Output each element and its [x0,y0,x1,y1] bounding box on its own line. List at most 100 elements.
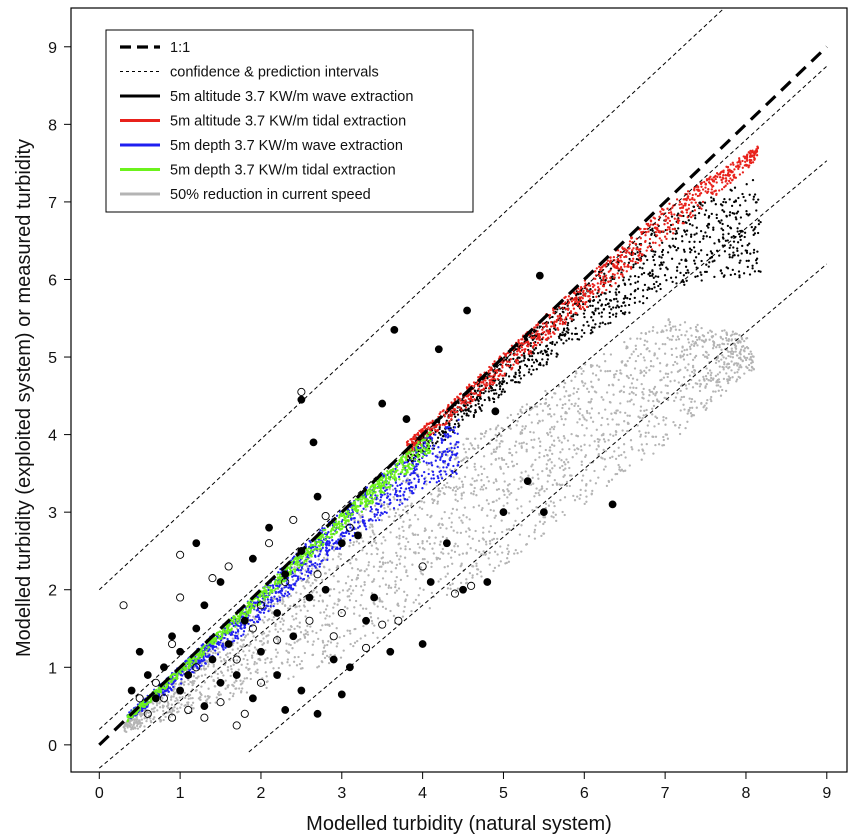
band-point [755,154,759,157]
band-point [566,323,569,327]
band-point [327,623,331,626]
band-point [391,488,395,491]
band-point [447,485,450,489]
band-point [748,213,751,216]
band-point [491,500,494,504]
band-point [586,387,589,390]
band-point [407,540,410,544]
band-point [321,600,325,603]
band-point [736,210,740,213]
band-point [409,491,412,494]
band-point [732,176,736,179]
band-point [656,228,659,231]
band-point [750,352,753,356]
band-point [646,246,649,249]
band-point [461,483,465,486]
band-point [533,405,537,408]
band-point [690,397,694,401]
band-point [363,583,366,586]
band-point [346,629,349,632]
band-point [292,618,295,621]
band-point [495,499,498,502]
band-point [600,266,603,269]
band-point [452,476,455,479]
band-point [380,502,383,506]
band-point [613,450,616,453]
band-point [339,553,343,556]
band-point [653,385,657,389]
band-point [140,713,144,716]
band-point [515,498,518,501]
band-point [536,341,540,345]
band-point [704,350,708,354]
band-point [559,398,562,401]
band-point [682,274,686,277]
band-point [644,435,647,438]
band-point [479,397,482,400]
band-point [371,529,374,532]
band-point [476,393,480,397]
band-point [499,384,502,388]
band-point [658,237,661,240]
band-point [580,460,583,463]
band-point [455,485,458,488]
band-point [617,463,620,467]
band-point [343,605,347,609]
band-point [421,542,424,545]
band-point [498,445,501,448]
band-point [721,181,724,184]
band-point [425,483,428,486]
band-point [219,656,222,659]
band-point [702,406,705,409]
band-point [739,216,743,219]
band-point [394,567,398,570]
band-point [622,279,625,282]
band-point [593,440,596,443]
band-point [636,424,639,427]
band-point [364,634,367,637]
band-point [615,293,618,296]
band-point [620,304,623,308]
band-point [585,468,588,471]
band-point [507,490,510,493]
band-point [710,251,714,255]
band-point [575,332,579,336]
band-point [441,547,444,551]
band-point [293,656,296,659]
band-point [694,201,697,204]
band-point [666,226,670,229]
band-point [620,453,623,457]
band-point [745,157,748,161]
band-point [737,340,740,343]
band-point [220,660,223,663]
band-point [344,582,348,585]
band-point [525,448,528,451]
band-point [704,339,707,342]
band-point [703,201,707,204]
band-point [432,477,436,480]
band-point [464,451,467,454]
band-point [717,389,720,392]
band-point [631,249,634,252]
band-point [311,630,314,633]
band-point [616,300,619,303]
band-point [532,361,536,364]
band-point [733,168,736,171]
band-point [571,304,575,307]
band-point [532,341,535,345]
band-point [592,292,595,296]
band-point [531,476,534,479]
band-point [651,435,654,438]
band-point [532,368,535,372]
band-point [553,464,556,467]
band-point [609,269,612,272]
band-point [434,428,437,432]
band-point [682,403,685,406]
band-point [337,598,340,601]
band-point [619,371,622,375]
band-point [444,430,447,433]
band-point [520,471,523,474]
band-point [570,402,573,406]
band-point [673,217,676,220]
band-point [458,392,462,396]
